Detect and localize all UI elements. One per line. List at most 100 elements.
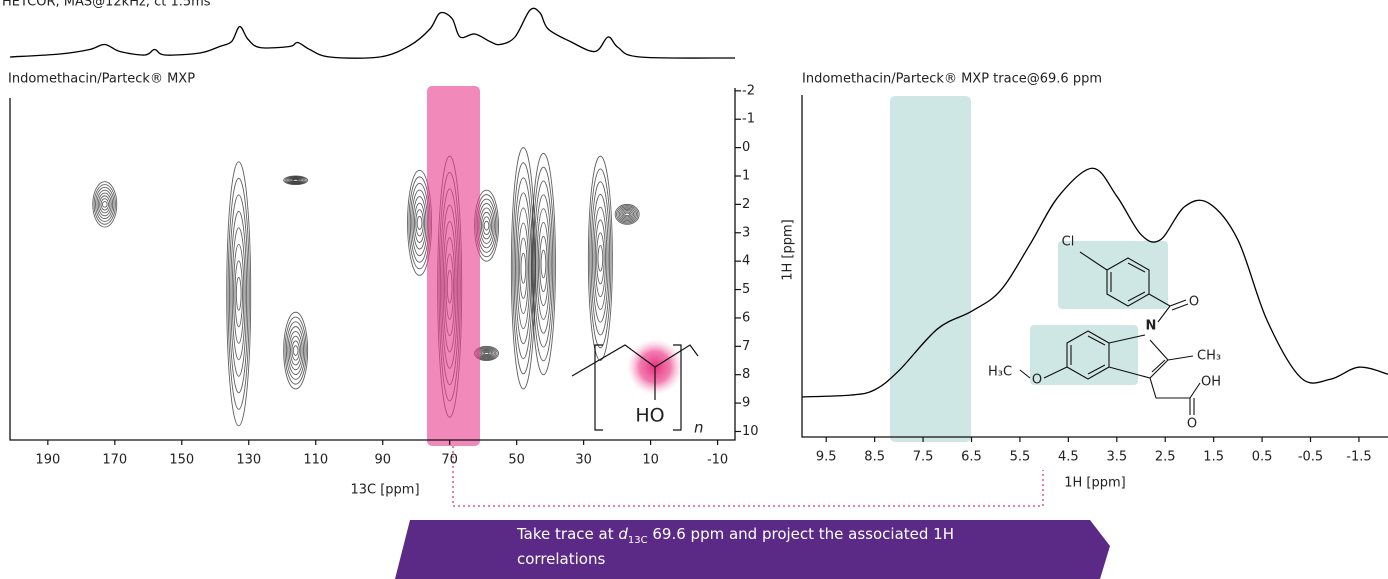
contour-ring [292, 345, 299, 356]
contour-ring [597, 245, 604, 272]
contour-ring [416, 215, 423, 230]
contour-ring [284, 316, 307, 385]
contour-ring [284, 176, 307, 185]
contour-ring [95, 186, 115, 222]
connector [452, 446, 1044, 507]
atom-label: Cl [1062, 235, 1075, 250]
contour-ring [540, 249, 547, 279]
polymer-structure [571, 339, 699, 431]
y-tick-label: 1 [742, 169, 750, 184]
y-tick-label: 7 [742, 339, 750, 354]
bonds [571, 344, 699, 400]
contour-ring [93, 184, 116, 225]
contour-ring [283, 311, 309, 390]
x-tick-label: 4.5 [1058, 450, 1079, 465]
contour-ring [517, 222, 529, 314]
contour-ring [618, 207, 636, 221]
x-axis-label: 1H [ppm] [1064, 476, 1126, 491]
contour-peak [614, 203, 640, 225]
contour-ring [483, 220, 490, 231]
x-tick-label: 0.5 [1252, 450, 1273, 465]
atom-label: N [1146, 319, 1157, 334]
atom-label: O [1032, 373, 1042, 388]
contour-ring [480, 211, 493, 240]
contour-ring [290, 335, 302, 366]
contour-ring [587, 155, 613, 361]
chart-title: Indomethacin/Parteck® MXP [8, 72, 195, 87]
pyrrole [1108, 334, 1194, 379]
x-tick-label: -1.5 [1346, 450, 1371, 465]
contours [92, 147, 640, 427]
ring-highlight [1030, 325, 1138, 385]
hydroxyl-label: HO [635, 405, 664, 427]
indomethacin-structure [1019, 251, 1201, 415]
x-tick-label: 10 [642, 453, 659, 468]
contour-ring [413, 202, 426, 243]
contour-ring [100, 198, 109, 211]
banner-text: Take trace at d13C 69.6 ppm and project … [517, 525, 1017, 568]
y-tick-label: -2 [742, 83, 755, 98]
contour-ring [482, 216, 491, 235]
contour-ring [537, 222, 550, 306]
contour-ring [590, 181, 611, 336]
x-tick-label: 170 [102, 453, 127, 468]
contour-ring [624, 212, 630, 217]
contour-ring [227, 177, 250, 410]
contour-ring [532, 166, 555, 362]
contour-ring [539, 235, 548, 293]
x-tick-label: 3.5 [1106, 450, 1127, 465]
contour-ring [231, 227, 246, 361]
carbonyl [1148, 293, 1189, 323]
contour-ring [96, 189, 114, 220]
y-tick-label: 6 [742, 310, 750, 325]
y-tick-label: 9 [742, 396, 750, 411]
banner-symbol: d [618, 525, 628, 543]
contour-ring [412, 196, 427, 250]
contour-ring [235, 276, 242, 311]
contour-ring [616, 205, 639, 224]
contour-peak [587, 155, 613, 361]
contour-ring [614, 203, 640, 225]
contour-ring [617, 206, 637, 223]
banner-text-part: Take trace at [517, 525, 619, 543]
contour-ring [285, 176, 306, 184]
contour-peak [92, 181, 118, 228]
y-tick-label: -1 [742, 112, 755, 127]
contour-ring [288, 330, 303, 371]
trace-line [801, 167, 1388, 398]
ring-highlight [1058, 241, 1168, 309]
x-tick-label: 6.5 [961, 450, 982, 465]
repeat-label: n [694, 419, 704, 437]
brackets [594, 344, 682, 431]
contour-ring [288, 177, 303, 183]
chart-title: Indomethacin/Parteck® MXP trace@69.6 ppm [802, 72, 1102, 87]
x-tick-label: 5.5 [1010, 450, 1031, 465]
methoxy [1019, 366, 1068, 379]
axis-frame [801, 95, 1388, 438]
x-tick-label: 7.5 [913, 450, 934, 465]
experiment-title: HETCOR, MAS@12kHz, ct 1.5ms [2, 0, 211, 10]
x-tick-label: 9.5 [816, 450, 837, 465]
x-tick-label: 1.5 [1203, 450, 1224, 465]
contour-ring [620, 208, 635, 220]
contour-ring [480, 350, 493, 357]
banner [395, 520, 1110, 579]
trace-line [9, 7, 736, 59]
y-tick-label: 8 [742, 367, 750, 382]
contour-ring [479, 207, 494, 244]
x-tick-label: -0.5 [1298, 450, 1323, 465]
x-tick-label: 130 [236, 453, 261, 468]
contour-ring [283, 175, 309, 185]
y-tick-label: 10 [742, 424, 759, 439]
y-axis-label: 1H [ppm] [781, 219, 796, 281]
ticks: 190 170 150 130 110 90 70 50 30 10 -10-2-101234567… [9, 7, 1388, 468]
aromatic-highlight [890, 96, 971, 442]
contour-ring [520, 252, 527, 284]
contour-ring [519, 237, 528, 299]
contour-ring [479, 349, 494, 358]
x-tick-label: 110 [303, 453, 328, 468]
contour-peak [531, 152, 556, 376]
chlorophenyl-ring [1106, 257, 1150, 307]
